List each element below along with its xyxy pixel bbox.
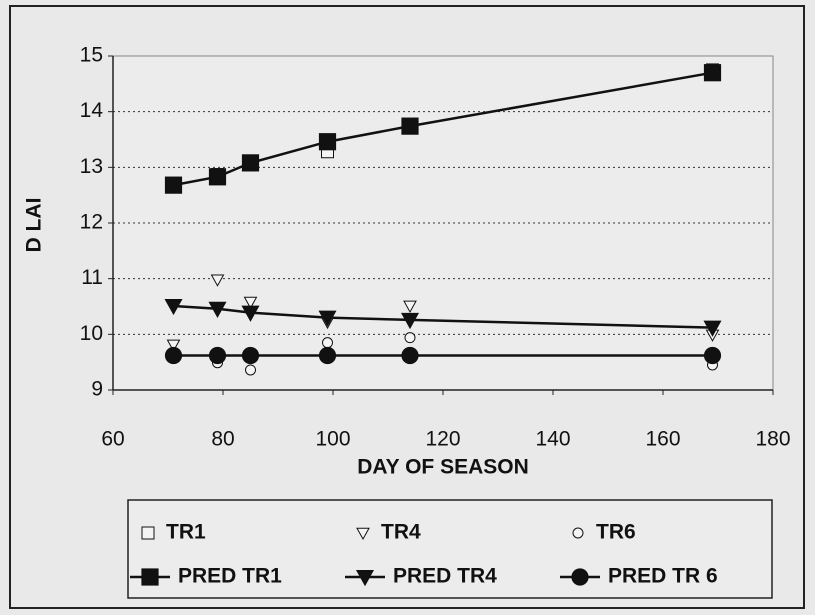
data-point [164,176,183,194]
y-tick-label: 15 [80,44,103,67]
series-line [173,304,713,329]
x-tick-label: 160 [645,428,680,451]
data-point [166,339,181,352]
data-point [400,312,420,330]
legend-marker [355,569,375,587]
legend-label: TR6 [596,521,636,544]
x-tick-label: 80 [211,428,234,451]
data-point [403,300,417,313]
legend [127,499,773,599]
y-tick-label: 9 [91,378,103,401]
data-point [241,305,260,322]
legend-marker [141,526,155,540]
data-point [404,332,416,344]
x-tick-label: 100 [315,428,350,451]
data-point [208,168,227,186]
y-axis-title: D LAI [23,198,46,253]
x-tick-label: 60 [101,428,124,451]
data-point [318,346,337,365]
y-tick-label: 12 [80,211,103,234]
legend-label: TR1 [166,521,206,544]
data-point [245,364,256,376]
data-point [241,154,260,172]
data-point [164,346,183,365]
y-tick-label: 11 [81,266,103,289]
legend-marker [572,527,584,539]
data-point [210,274,225,287]
legend-marker [571,568,589,586]
y-tick-label: 10 [80,322,103,345]
data-point [208,301,227,318]
legend-marker [356,527,370,541]
frame [9,5,805,609]
data-point [243,296,258,310]
legend-label: TR4 [381,521,421,544]
y-tick-label: 13 [80,155,103,178]
x-axis-title: DAY OF SEASON [357,456,529,479]
data-point [318,133,337,151]
data-point [208,346,227,365]
legend-label: PRED TR1 [178,565,282,588]
data-point [401,346,419,365]
data-point [164,298,183,316]
x-tick-label: 140 [535,428,570,451]
legend-label: PRED TR 6 [608,565,718,588]
y-tick-label: 14 [80,99,104,122]
data-point [401,117,419,135]
data-point [318,310,337,327]
x-tick-label: 120 [425,428,460,451]
data-point [703,346,722,365]
legend-marker [141,568,159,586]
data-point [703,64,722,82]
data-point [322,337,333,349]
data-point [703,320,722,337]
x-tick-label: 180 [755,428,790,451]
legend-label: PRED TR4 [393,565,497,588]
data-point [241,346,260,365]
